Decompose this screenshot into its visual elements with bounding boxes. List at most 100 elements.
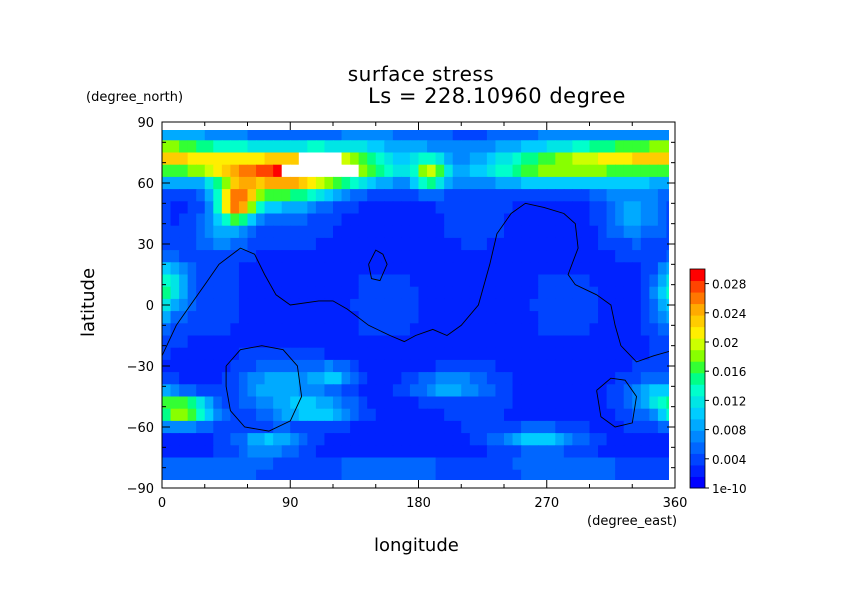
heatmap-cell [478,311,488,324]
heatmap-cell [504,298,514,312]
heatmap-cell [221,237,231,251]
heatmap-cell [504,164,514,178]
heatmap-cell [162,130,172,141]
chart-subtitle: Ls = 228.10960 degree [368,84,626,108]
heatmap-cell [256,359,266,373]
heatmap-cell [333,457,343,471]
heatmap-cell [401,433,411,446]
heatmap-cell [324,237,334,251]
heatmap-cell [247,323,257,337]
heatmap-cell [589,140,599,154]
heatmap-cell [341,408,351,422]
heatmap-cell [333,286,343,300]
heatmap-cell [606,408,616,422]
heatmap-cell [418,250,428,263]
heatmap-cell [170,298,180,312]
heatmap-cell [546,408,556,422]
heatmap-cell [478,130,488,141]
heatmap-cell [632,250,642,263]
heatmap-cell [504,274,514,288]
heatmap-cell [401,457,411,471]
heatmap-cell [230,262,240,276]
heatmap-cell [504,201,514,215]
heatmap-cell [204,176,214,190]
heatmap-cell [290,420,300,434]
heatmap-cell [221,176,231,190]
heatmap-cell [350,457,360,471]
heatmap-cell [358,359,368,373]
heatmap-cell [418,201,428,215]
heatmap-cell [623,445,633,459]
heatmap-cell [324,420,334,434]
heatmap-cell [204,250,214,263]
heatmap-cell [350,176,360,190]
heatmap-cell [333,201,343,215]
heatmap-cell [418,189,428,202]
heatmap-cell [486,457,497,471]
colorbar-segment [690,292,705,305]
heatmap-cell [162,201,172,215]
heatmap-cell [187,262,197,276]
heatmap-cell [538,396,548,410]
heatmap-cell [580,396,591,410]
heatmap-cell [290,323,300,337]
heatmap-cell [632,372,642,385]
heatmap-cell [204,311,214,324]
heatmap-cell [529,164,539,178]
heatmap-cell [187,384,197,398]
heatmap-cell [204,225,214,239]
heatmap-cell [264,433,274,446]
heatmap-cell [529,408,539,422]
heatmap-cell [418,274,428,288]
heatmap-cell [350,445,360,459]
heatmap-cell [623,189,633,202]
heatmap-cell [649,298,659,312]
heatmap-cell [538,347,548,361]
heatmap-cell [546,396,556,410]
heatmap-cell [221,408,231,422]
heatmap-cell [495,262,505,276]
heatmap-cell [598,433,608,446]
heatmap-cell [598,140,608,154]
heatmap-cell [615,457,625,471]
heatmap-cell [179,408,189,422]
heatmap-cell [640,323,650,337]
heatmap-cell [247,359,257,373]
heatmap-cell [341,396,351,410]
heatmap-cell [529,130,539,141]
heatmap-cell [196,237,206,251]
heatmap-cell [598,372,608,385]
heatmap-cell [187,457,197,471]
heatmap-cell [247,250,257,263]
heatmap-cell [623,323,633,337]
heatmap-cell [238,130,249,141]
heatmap-cell [657,347,668,361]
heatmap-cell [350,262,360,276]
heatmap-cell [221,130,231,141]
heatmap-cell [589,335,599,349]
heatmap-cell [546,176,556,190]
heatmap-cell [632,130,642,141]
heatmap-cell [324,384,334,398]
heatmap-cell [521,130,531,141]
heatmap-cell [401,262,411,276]
heatmap-cell [358,469,368,480]
heatmap-cell [307,286,317,300]
heatmap-cell [495,347,505,361]
heatmap-cell [384,323,394,337]
heatmap-cell [632,286,642,300]
heatmap-cell [367,457,377,471]
heatmap-cell [606,176,616,190]
heatmap-cell [427,262,437,276]
heatmap-cell [504,420,514,434]
heatmap-cell [512,262,522,276]
heatmap-cell [495,372,505,385]
heatmap-cell [384,164,394,178]
heatmap-cell [350,384,360,398]
heatmap-cell [606,347,616,361]
heatmap-cell [555,213,565,227]
heatmap-cell [529,140,539,154]
heatmap-cell [632,274,642,288]
heatmap-cell [350,408,360,422]
y-tick-label: 30 [137,238,154,253]
